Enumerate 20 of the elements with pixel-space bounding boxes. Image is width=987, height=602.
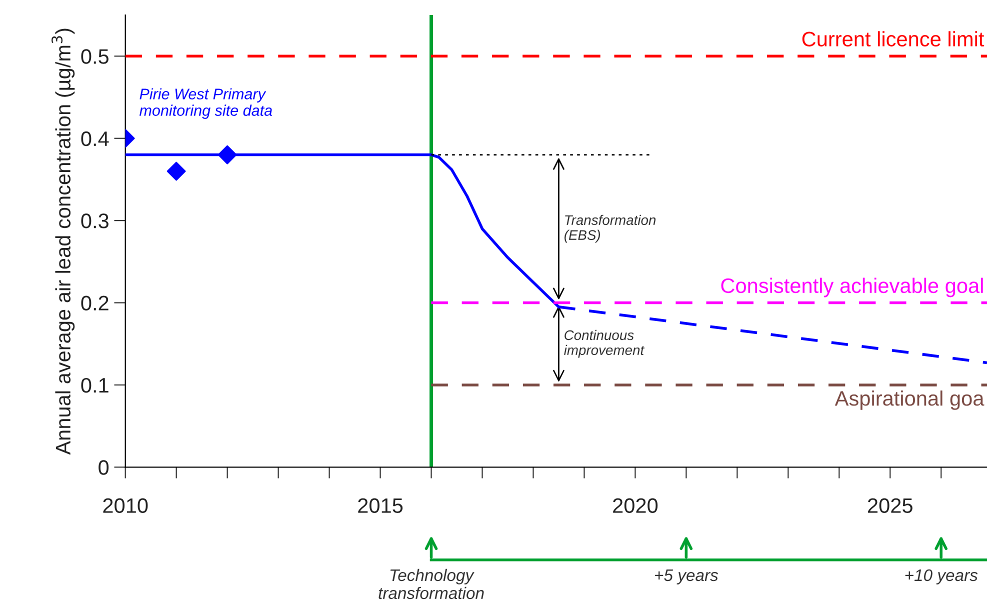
series-label: Aspirational goa: [834, 390, 984, 410]
x-tick-label: 2015: [358, 498, 403, 514]
series-label: Pirie West Primary monitoring site data: [139, 88, 272, 119]
annotation: Continuous improvement: [564, 330, 645, 358]
text: +5 years: [655, 570, 718, 584]
series-label: Current licence limit: [802, 31, 984, 46]
y-tick-label: 0.5: [81, 49, 109, 64]
annotation: Transformation (EBS): [564, 214, 656, 243]
y-tick-label: 0.4: [81, 131, 109, 146]
y-tick-label: 0: [98, 460, 109, 475]
y-tick-label: 0.2: [81, 296, 108, 311]
x-tick-label: 2020: [613, 498, 658, 514]
y-tick-label: 0.3: [81, 214, 108, 228]
text: Technology transformation: [378, 568, 484, 600]
x-tick-label: 2010: [103, 498, 148, 514]
text: +10 years: [905, 569, 978, 584]
y-axis-title: Annual average air lead concentration (µg/m$^{3}$): [52, 28, 75, 455]
x-tick-label: 2025: [868, 498, 912, 514]
y-tick-label: 0.1: [81, 378, 108, 393]
series-label: Consistently achievable goal: [721, 278, 983, 298]
